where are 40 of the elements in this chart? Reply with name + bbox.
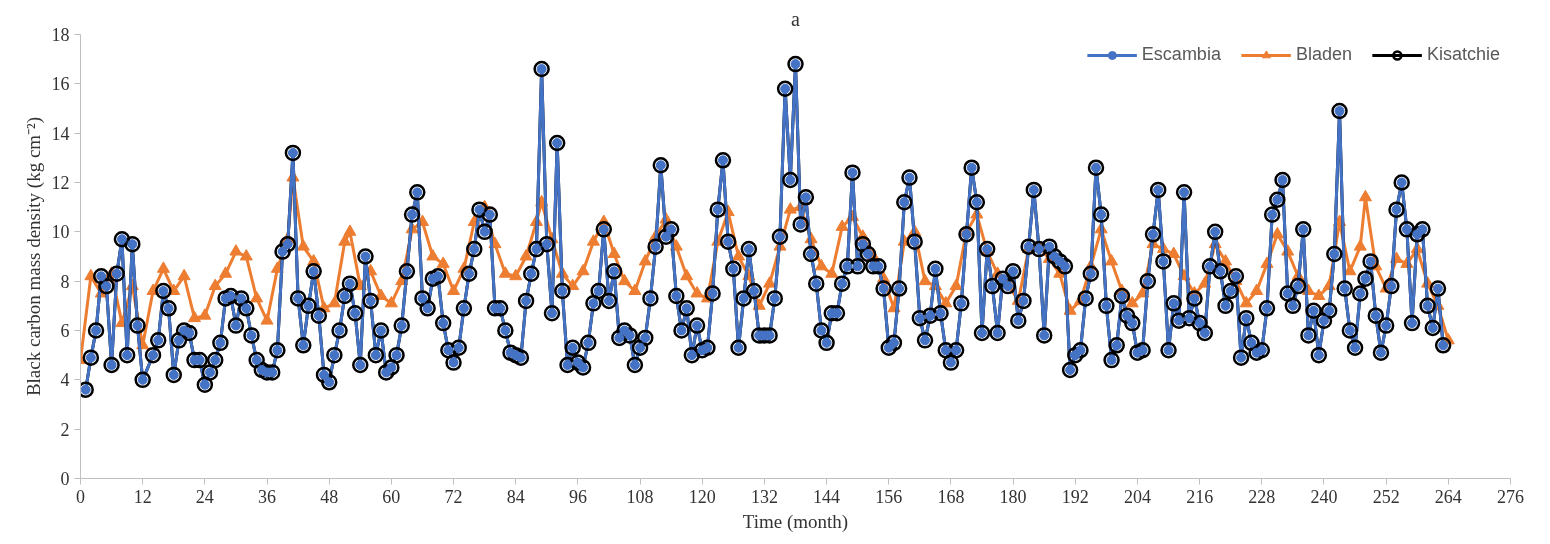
x-axis-title: Time (month)	[742, 510, 849, 533]
y-tick-label: 16	[51, 74, 70, 95]
x-tick-label: 60	[382, 486, 401, 507]
y-tick-label: 8	[60, 271, 70, 292]
x-tick-label: 36	[258, 486, 277, 507]
legend-label: Kisatchie	[1426, 44, 1500, 65]
x-tick-label: 24	[195, 486, 214, 507]
x-tick-label: 168	[937, 486, 965, 507]
y-tick-label: 18	[51, 25, 70, 45]
chart-title: a	[791, 7, 801, 30]
x-tick-label: 252	[1372, 486, 1400, 507]
x-tick-label: 156	[875, 486, 903, 507]
x-tick-label: 216	[1186, 486, 1214, 507]
x-tick-label: 240	[1310, 486, 1338, 507]
x-tick-label: 132	[750, 486, 778, 507]
x-tick-label: 144	[813, 486, 841, 507]
y-tick-label: 2	[60, 419, 70, 440]
x-tick-label: 264	[1434, 486, 1462, 507]
x-tick-label: 192	[1061, 486, 1089, 507]
y-tick-label: 4	[60, 370, 70, 391]
x-tick-label: 48	[320, 486, 339, 507]
x-tick-label: 120	[688, 486, 716, 507]
x-tick-label: 204	[1123, 486, 1151, 507]
y-tick-label: 10	[51, 222, 70, 243]
x-tick-label: 72	[444, 486, 463, 507]
x-tick-label: 12	[133, 486, 152, 507]
y-tick-label: 14	[51, 123, 70, 144]
x-tick-label: 228	[1248, 486, 1276, 507]
x-tick-label: 96	[568, 486, 587, 507]
y-axis-title: Black carbon mass density (kg cm⁻²)	[22, 116, 45, 397]
y-tick-label: 0	[60, 469, 70, 489]
legend-label: Escambia	[1141, 44, 1221, 65]
y-tick-label: 12	[51, 173, 70, 193]
x-tick-label: 84	[506, 486, 525, 507]
legend-label: Bladen	[1295, 44, 1352, 65]
x-tick-label: 0	[76, 486, 85, 507]
y-tick-label: 6	[60, 321, 70, 341]
x-tick-label: 276	[1497, 486, 1524, 507]
x-tick-label: 180	[999, 486, 1027, 507]
x-tick-label: 108	[626, 486, 654, 507]
